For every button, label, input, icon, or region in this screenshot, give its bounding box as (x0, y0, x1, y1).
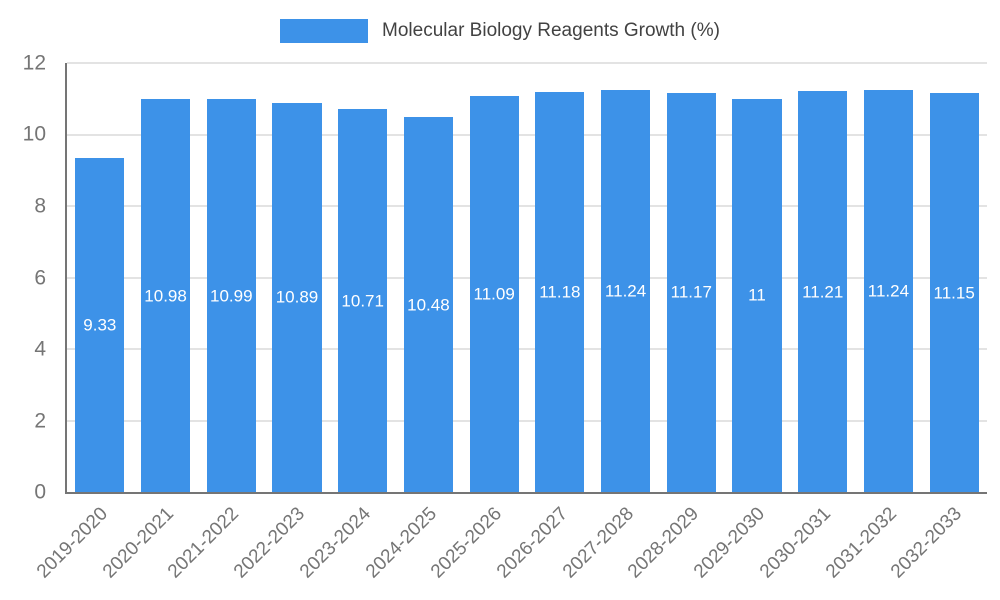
y-axis-tick-label: 0 (34, 480, 46, 504)
bar-value-label: 10.48 (407, 295, 450, 315)
bar-value-label: 11 (748, 285, 766, 305)
y-axis-tick-label: 2 (34, 409, 46, 432)
bar: 11.24 (863, 90, 914, 492)
x-axis-tick-label: 2028-2029 (624, 503, 704, 583)
x-axis-tick-label: 2022-2023 (230, 503, 310, 583)
bar-value-label: 11.09 (473, 284, 515, 304)
bar-value-label: 11.21 (802, 282, 844, 302)
bar: 11.15 (929, 93, 979, 492)
bar: 11.24 (600, 90, 651, 492)
y-axis-tick-label: 4 (34, 337, 46, 361)
y-axis-tick-label: 10 (22, 122, 46, 146)
x-axis-tick-label: 2024-2025 (361, 503, 441, 583)
bar-value-label: 11.24 (604, 281, 647, 301)
gridline (67, 276, 987, 279)
bar-value-label: 10.99 (210, 286, 253, 306)
x-axis-tick-label: 2032-2033 (887, 503, 967, 583)
x-axis-tick-label: 2019-2020 (32, 503, 113, 583)
gridline (67, 205, 987, 208)
gridline (67, 348, 987, 351)
bar-value-label: 9.33 (83, 315, 117, 335)
x-axis-tick-label: 2027-2028 (558, 503, 638, 583)
bar: 10.48 (403, 117, 454, 492)
x-axis-labels: 2019-2020 2020-2021 2021-2022 2022-2023 2023… (33, 494, 985, 600)
bar: 11.09 (469, 95, 519, 492)
y-axis-tick-label: 6 (34, 266, 46, 289)
y-axis-tick-label: 8 (34, 194, 46, 218)
bar: 11.18 (535, 92, 585, 492)
chart-title: Molecular Biology Reagents Growth (%) (382, 20, 720, 41)
bar-value-label: 10.98 (144, 286, 187, 306)
gridline (67, 419, 987, 422)
bar-value-label: 11.15 (933, 283, 975, 303)
bar: 10.99 (206, 99, 256, 492)
bar: 10.71 (338, 109, 388, 492)
bar-value-label: 11.17 (670, 282, 712, 302)
bar: 11.21 (798, 91, 848, 492)
bar: 11 (732, 98, 782, 492)
bar-value-label: 10.89 (275, 287, 319, 307)
bar: 10.89 (272, 102, 322, 492)
bar: 11.17 (666, 92, 716, 492)
x-axis-tick-label: 2029-2030 (690, 503, 770, 583)
x-axis-tick-label: 2030-2031 (755, 503, 835, 583)
plot-area: 9.33 10.98 10.99 10.89 10.71 10.48 11.09 11.18 1… (65, 62, 987, 494)
bar: 9.33 (75, 158, 125, 492)
x-axis-tick-label: 2021-2022 (164, 503, 244, 583)
bar-value-label: 11.18 (539, 282, 581, 302)
x-axis-tick-label: 2025-2026 (427, 503, 507, 583)
x-axis-tick-label: 2020-2021 (98, 503, 178, 583)
legend-swatch (280, 19, 369, 43)
y-axis-tick-label: 12 (22, 51, 46, 75)
legend: Molecular Biology Reagents Growth (%) (0, 16, 1000, 46)
bar: 10.98 (140, 99, 191, 492)
x-axis-tick-label: 2031-2032 (821, 503, 901, 583)
bar-value-label: 11.24 (867, 281, 910, 301)
gridline (67, 62, 987, 64)
bar-value-label: 10.71 (341, 291, 384, 311)
x-axis-tick-label: 2023-2024 (295, 503, 375, 583)
y-axis-labels: 0 2 4 6 8 10 12 (0, 53, 58, 503)
gridline (67, 133, 987, 136)
x-axis-tick-label: 2026-2027 (492, 503, 573, 583)
